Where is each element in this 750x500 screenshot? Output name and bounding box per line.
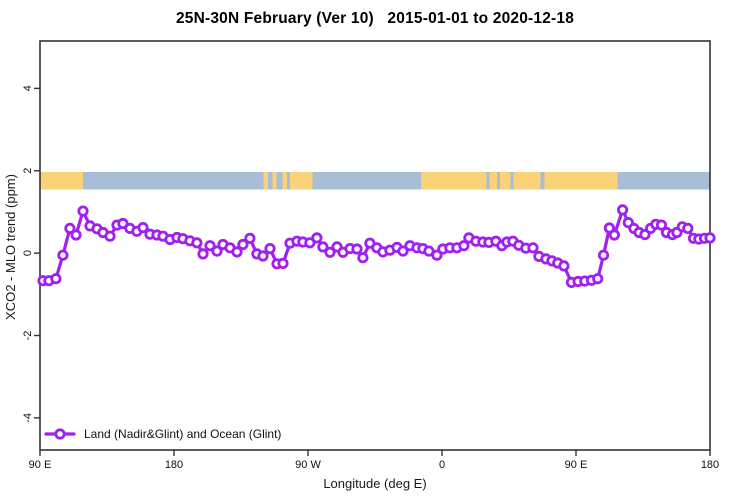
svg-text:0: 0: [439, 459, 445, 471]
svg-text:90 E: 90 E: [565, 459, 588, 471]
svg-text:180: 180: [701, 459, 719, 471]
y-axis-label: XCO2 - MLO trend (ppm): [3, 174, 18, 320]
legend: Land (Nadir&Glint) and Ocean (Glint): [44, 427, 281, 441]
svg-text:90 W: 90 W: [295, 459, 321, 471]
x-axis-label: Longitude (deg E): [323, 476, 427, 491]
svg-text:90 E: 90 E: [29, 459, 52, 471]
chart-title: 25N-30N February (Ver 10) 2015-01-01 to …: [175, 10, 575, 27]
legend-label: Land (Nadir&Glint) and Ocean (Glint): [84, 427, 282, 441]
svg-text:180: 180: [165, 459, 183, 471]
svg-text:4: 4: [22, 85, 34, 91]
svg-text:2: 2: [22, 168, 34, 174]
svg-text:-4: -4: [22, 413, 34, 423]
legend-line-marker-icon: [44, 428, 76, 440]
svg-text:-2: -2: [22, 331, 34, 341]
svg-text:0: 0: [22, 250, 34, 256]
